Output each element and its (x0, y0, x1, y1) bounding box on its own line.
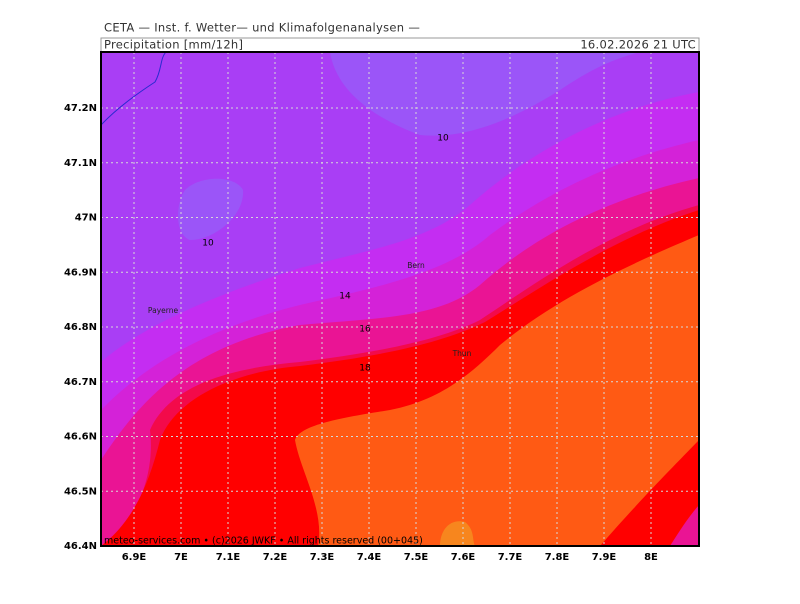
lat-label: 46.5N (64, 486, 97, 497)
city-label: Thun (452, 349, 472, 358)
lat-label: 46.4N (64, 541, 97, 552)
valid-time: 16.02.2026 21 UTC (580, 38, 696, 52)
lon-label: 7.9E (592, 552, 617, 563)
lon-label: 7.2E (263, 552, 288, 563)
contour-label: 18 (359, 364, 371, 374)
graticule (101, 52, 699, 546)
title: Precipitation [mm/12h] (104, 38, 243, 52)
lon-label: 7E (174, 552, 188, 563)
lat-label: 46.7N (64, 377, 97, 388)
lon-label: 8E (644, 552, 658, 563)
lon-label: 7.7E (498, 552, 523, 563)
lat-label: 46.9N (64, 267, 97, 278)
city-label: Payerne (148, 306, 179, 315)
contour-label: 14 (339, 292, 351, 302)
band (330, 52, 640, 136)
band (178, 178, 244, 240)
lon-label: 7.1E (216, 552, 241, 563)
lon-label: 7.6E (451, 552, 476, 563)
band (295, 235, 699, 546)
lat-label: 46.8N (64, 322, 97, 333)
band (440, 521, 475, 546)
band (670, 505, 699, 546)
lon-label: 7.4E (357, 552, 382, 563)
header: CETA — Inst. f. Wetter— und Klimafolgena… (104, 21, 420, 35)
lat-label: 47N (75, 213, 97, 224)
precip-field (101, 52, 699, 546)
lon-label: 6.9E (122, 552, 147, 563)
lat-label: 46.6N (64, 432, 97, 443)
contour-label: 10 (437, 134, 449, 144)
lon-label: 7.3E (310, 552, 335, 563)
lat-label: 47.1N (64, 158, 97, 169)
lat-label: 47.2N (64, 103, 97, 114)
lon-label: 7.5E (404, 552, 429, 563)
frame (100, 51, 700, 547)
city-label: Bern (407, 261, 425, 270)
lon-label: 7.8E (545, 552, 570, 563)
contour-label: 16 (359, 325, 371, 335)
border (101, 52, 167, 126)
footer: meteo-services.com • (c)2026 JWKF • All … (104, 536, 423, 547)
contour-label: 10 (202, 239, 214, 249)
